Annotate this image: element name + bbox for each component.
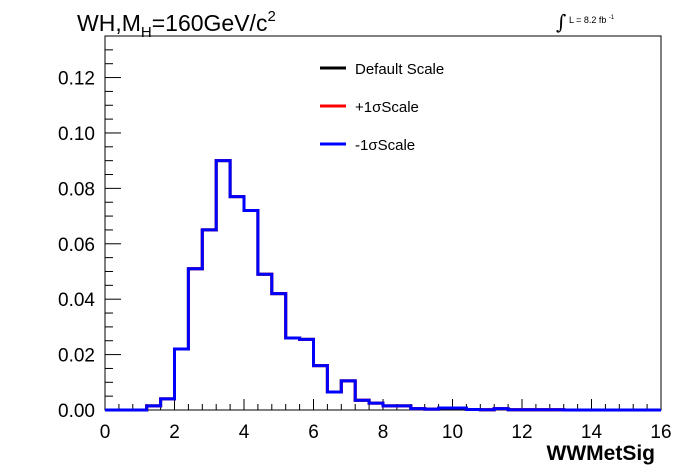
x-tick-label: 6 [308, 422, 319, 443]
legend-label: -1σScale [355, 137, 415, 154]
x-axis-title: WWMetSig [547, 442, 655, 465]
x-tick-label: 4 [239, 422, 250, 443]
y-tick-label: 0.10 [58, 124, 95, 145]
x-tick-label: 0 [100, 422, 111, 443]
y-tick-label: 0.00 [58, 401, 95, 422]
x-tick-label: 8 [378, 422, 389, 443]
plot-frame [104, 35, 662, 411]
luminosity-label: ∫ L = 8.2 fb -1 [556, 10, 614, 34]
y-tick-label: 0.06 [58, 235, 95, 256]
plot-title: WH,MH=160GeV/c2 [77, 8, 276, 41]
x-tick-label: 10 [442, 422, 463, 443]
x-tick-label: 14 [581, 422, 603, 443]
x-tick-label: 2 [169, 422, 180, 443]
title-superscript: 2 [267, 8, 276, 25]
x-tick-label: 16 [650, 422, 671, 443]
y-tick-label: 0.08 [58, 179, 95, 200]
title-process: WH,M [77, 10, 141, 36]
y-tick-label: 0.02 [58, 346, 95, 367]
y-tick-label: 0.04 [58, 290, 95, 311]
luminosity-exponent: -1 [608, 15, 615, 21]
luminosity-text: L = 8.2 fb [568, 15, 607, 25]
integral-symbol: ∫ [556, 10, 567, 34]
title-subscript: H [140, 24, 152, 41]
x-tick-label: 12 [511, 422, 532, 443]
y-tick-label: 0.12 [58, 69, 95, 90]
legend-label: Default Scale [355, 61, 444, 78]
series-line [105, 159, 661, 412]
title-value: =160GeV/c [151, 10, 268, 36]
legend-label: +1σScale [355, 99, 419, 116]
